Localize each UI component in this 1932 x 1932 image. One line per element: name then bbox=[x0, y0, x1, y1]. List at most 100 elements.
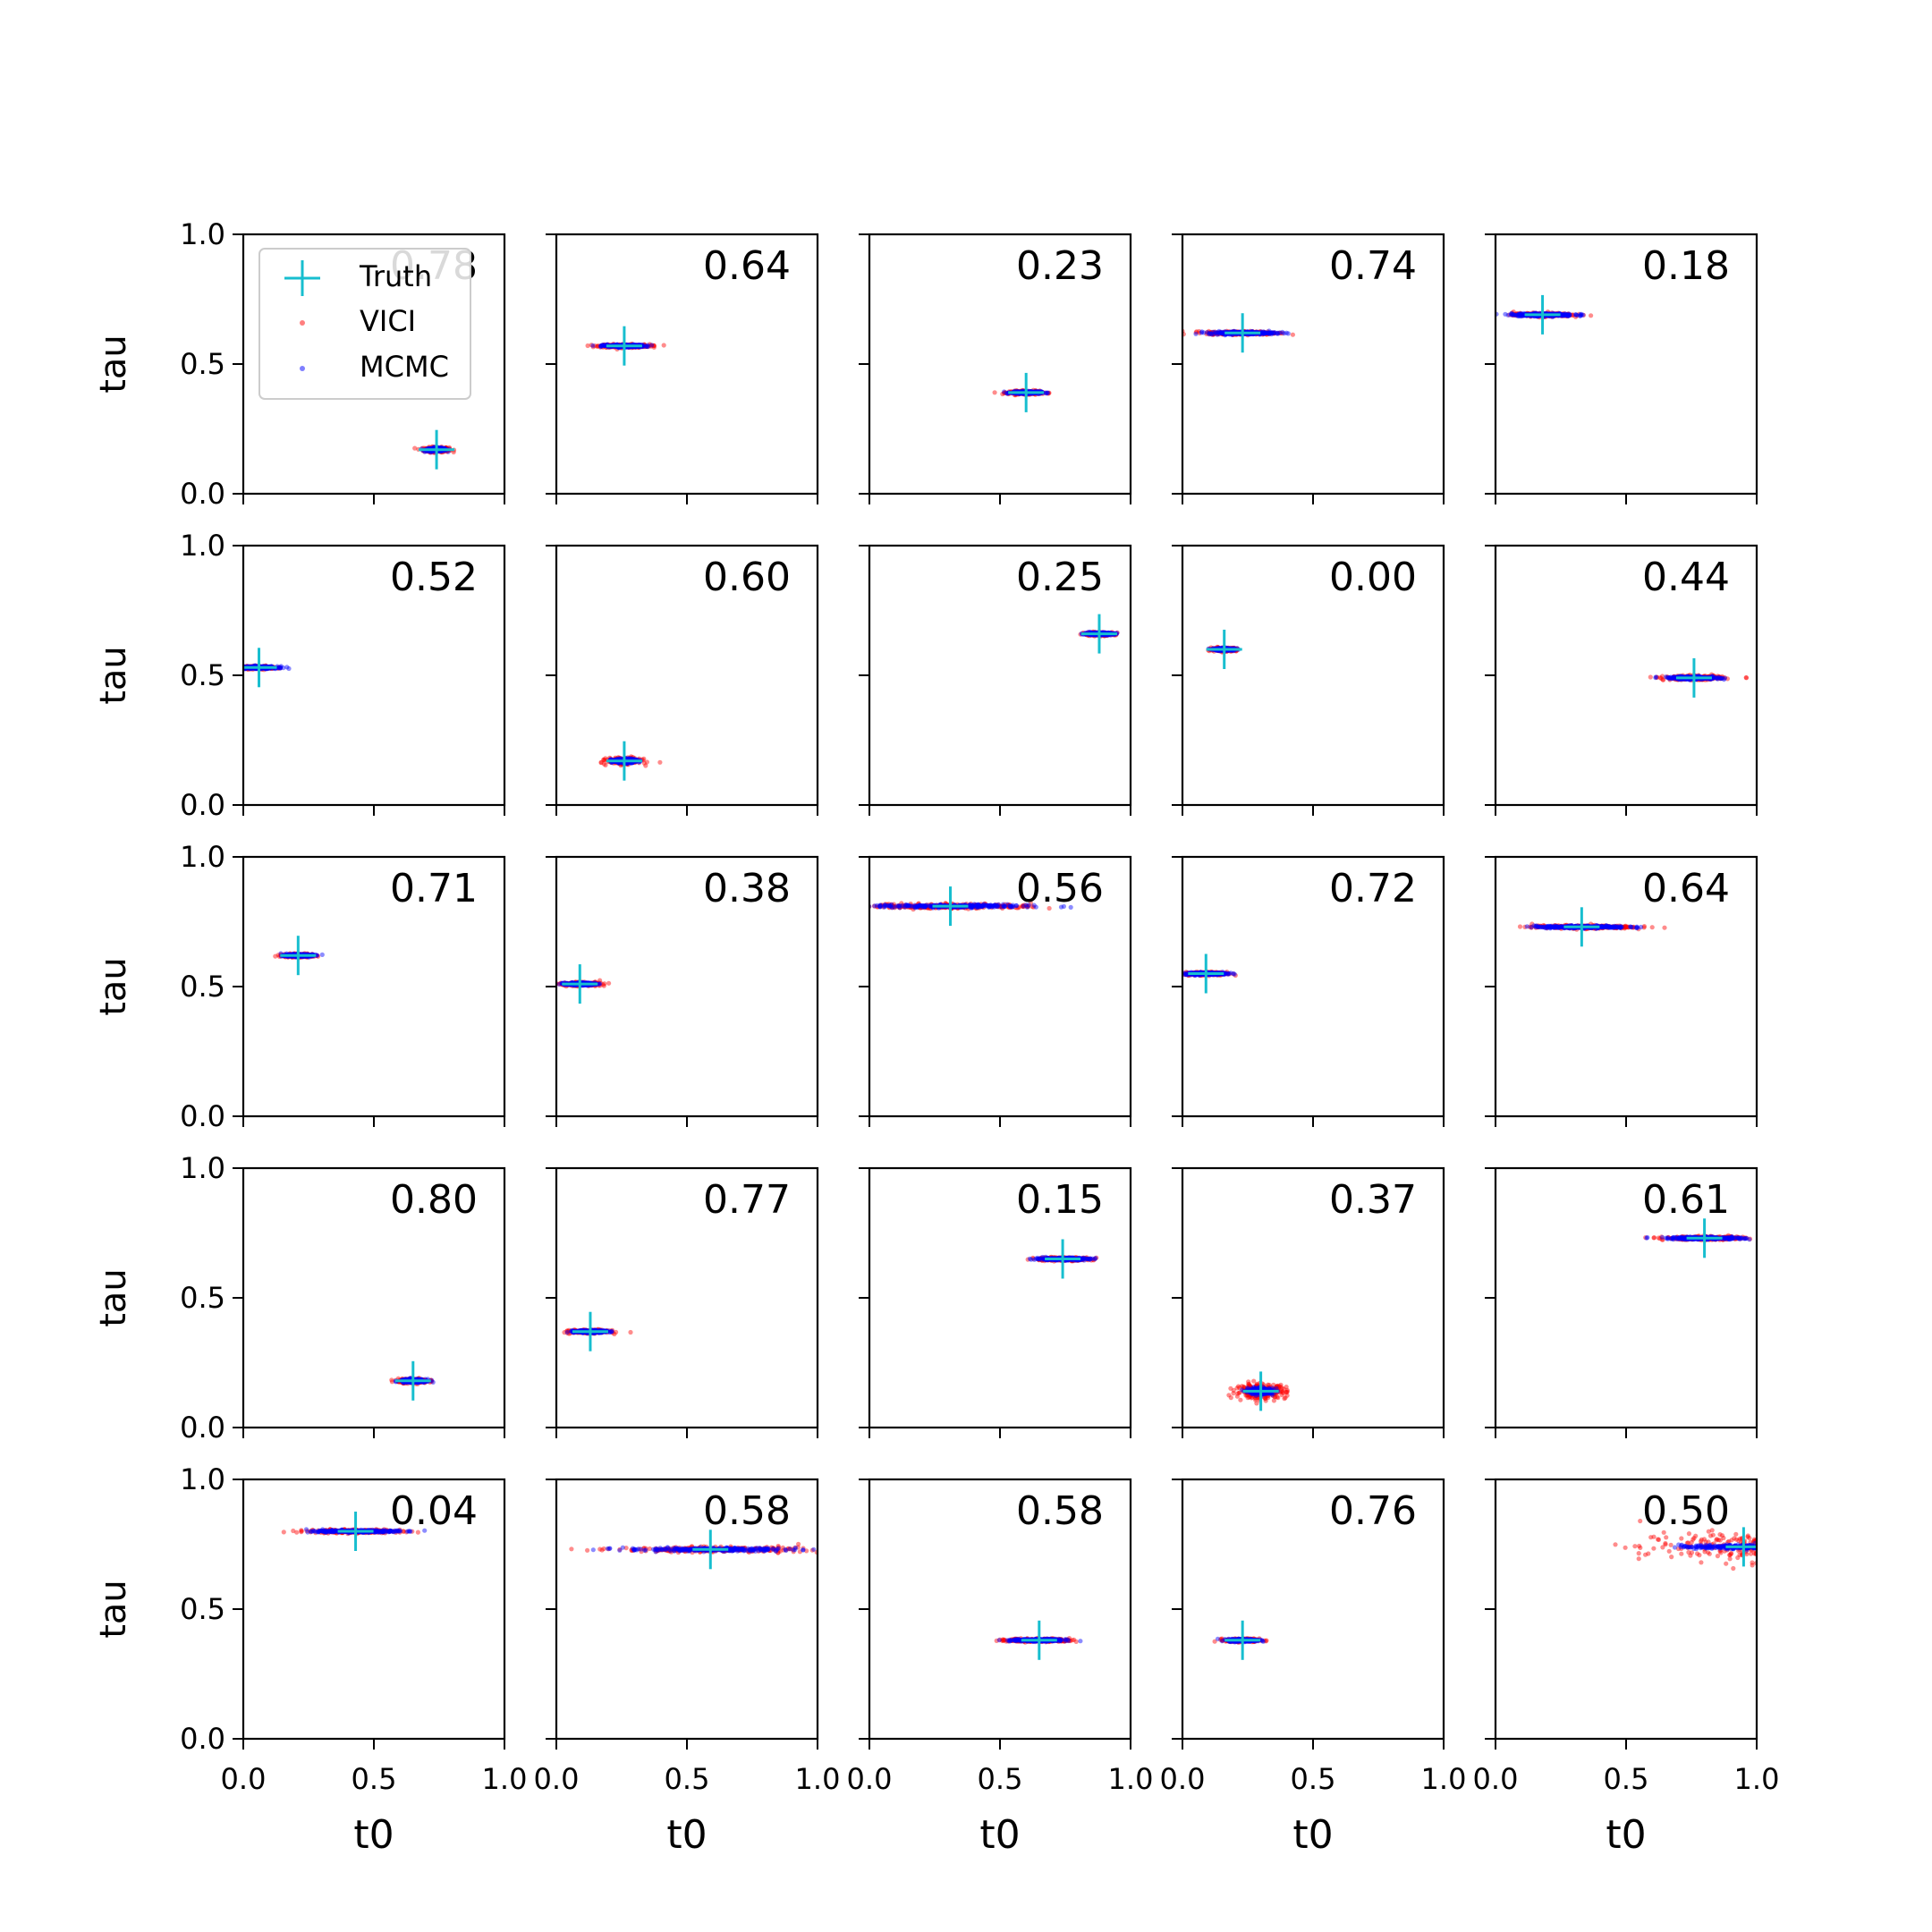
mcmc-sample bbox=[1045, 390, 1050, 395]
mcmc-sample bbox=[1216, 328, 1222, 334]
mcmc-sample bbox=[1517, 312, 1522, 318]
vici-sample bbox=[641, 343, 648, 348]
vici-sample bbox=[1655, 674, 1660, 680]
vici-sample bbox=[430, 444, 436, 449]
mcmc-sample bbox=[1213, 329, 1218, 335]
mcmc-sample bbox=[1516, 312, 1521, 318]
mcmc-sample bbox=[1518, 311, 1524, 317]
mcmc-sample bbox=[1258, 330, 1265, 335]
mcmc-sample bbox=[1580, 312, 1586, 318]
mcmc-sample bbox=[1219, 330, 1224, 336]
vici-sample bbox=[1290, 332, 1295, 337]
mcmc-sample bbox=[278, 664, 284, 669]
vici-sample bbox=[1515, 312, 1521, 318]
vici-sample bbox=[1212, 329, 1217, 335]
vici-sample bbox=[613, 755, 618, 760]
mcmc-sample bbox=[1272, 330, 1277, 335]
vici-sample bbox=[1216, 330, 1223, 335]
mcmc-sample bbox=[1516, 311, 1521, 317]
mcmc-sample bbox=[1512, 312, 1517, 318]
mcmc-sample bbox=[1509, 311, 1514, 317]
vici-sample bbox=[1213, 330, 1219, 336]
mcmc-sample bbox=[644, 343, 649, 349]
vici-sample bbox=[1002, 390, 1007, 396]
vici-sample bbox=[640, 344, 647, 350]
vici-sample bbox=[1266, 330, 1271, 335]
vici-sample bbox=[1562, 311, 1567, 317]
vici-sample bbox=[1537, 315, 1542, 320]
mcmc-sample bbox=[601, 343, 606, 348]
subplot-1: 0.00.51.00.78tau bbox=[93, 217, 506, 511]
subplot-5: 0.18 bbox=[1485, 233, 1758, 504]
mcmc-sample bbox=[598, 344, 604, 350]
vici-sample bbox=[602, 758, 607, 763]
vici-sample bbox=[1660, 677, 1665, 682]
vici-sample bbox=[1516, 311, 1521, 317]
y-tick-label: 0.0 bbox=[180, 477, 225, 511]
vici-sample bbox=[1565, 313, 1571, 319]
mcmc-sample bbox=[1516, 312, 1521, 318]
subplot-9: 0.00 bbox=[1172, 544, 1445, 816]
mcmc-sample bbox=[1509, 310, 1514, 316]
vici-sample bbox=[628, 755, 634, 760]
mcmc-sample bbox=[277, 665, 283, 671]
mcmc-sample bbox=[277, 665, 283, 670]
subplot-3-points bbox=[992, 372, 1052, 412]
mcmc-sample bbox=[1220, 329, 1225, 335]
mcmc-sample bbox=[645, 343, 650, 348]
mcmc-sample bbox=[598, 343, 604, 349]
mcmc-sample bbox=[1267, 331, 1273, 336]
vici-sample bbox=[616, 756, 622, 761]
vici-sample bbox=[1559, 313, 1564, 318]
mcmc-sample bbox=[599, 343, 605, 348]
subplot-4-points bbox=[1182, 313, 1295, 353]
mcmc-sample bbox=[1216, 330, 1221, 335]
vici-sample bbox=[1046, 390, 1052, 395]
vici-sample bbox=[645, 344, 651, 350]
vici-sample bbox=[1264, 332, 1269, 337]
mcmc-sample bbox=[1562, 313, 1567, 318]
vici-sample bbox=[1280, 331, 1285, 336]
vici-sample bbox=[1671, 674, 1676, 679]
mcmc-sample bbox=[1561, 311, 1566, 318]
vici-sample bbox=[1220, 332, 1225, 337]
vici-sample bbox=[1559, 312, 1564, 318]
vici-sample bbox=[1567, 312, 1572, 318]
vici-sample bbox=[1214, 330, 1220, 335]
mcmc-sample bbox=[1261, 330, 1267, 335]
mcmc-sample bbox=[1565, 313, 1571, 318]
vici-sample bbox=[1271, 330, 1276, 336]
mcmc-sample bbox=[1559, 312, 1564, 318]
vici-sample bbox=[1514, 311, 1520, 317]
mcmc-sample bbox=[1267, 330, 1272, 335]
mcmc-sample bbox=[1579, 312, 1584, 318]
vici-sample bbox=[1514, 312, 1520, 318]
mcmc-sample bbox=[1275, 330, 1281, 335]
subplot-value-label: 0.25 bbox=[1016, 555, 1104, 600]
vici-sample bbox=[624, 762, 630, 767]
mcmc-sample bbox=[281, 665, 286, 671]
mcmc-sample bbox=[1517, 313, 1522, 318]
vici-sample bbox=[1696, 673, 1701, 678]
y-tick-label: 0.0 bbox=[180, 788, 225, 822]
vici-sample bbox=[1263, 331, 1268, 336]
vici-sample bbox=[1545, 309, 1551, 315]
vici-sample bbox=[624, 761, 631, 767]
vici-sample bbox=[631, 755, 636, 760]
mcmc-sample bbox=[1208, 331, 1214, 336]
vici-sample bbox=[1511, 309, 1516, 315]
vici-sample bbox=[1260, 331, 1266, 336]
vici-sample bbox=[1658, 675, 1664, 682]
vici-sample bbox=[1513, 312, 1518, 318]
mcmc-sample bbox=[1282, 331, 1287, 336]
vici-sample bbox=[651, 343, 657, 349]
mcmc-sample bbox=[601, 343, 606, 349]
mcmc-sample bbox=[1267, 331, 1272, 336]
vici-sample bbox=[1513, 311, 1520, 317]
vici-sample bbox=[1560, 311, 1565, 317]
mcmc-sample bbox=[1215, 332, 1220, 337]
vici-sample bbox=[589, 343, 594, 348]
vici-sample bbox=[643, 343, 649, 349]
vici-sample bbox=[602, 342, 607, 347]
vici-sample bbox=[1209, 332, 1215, 337]
